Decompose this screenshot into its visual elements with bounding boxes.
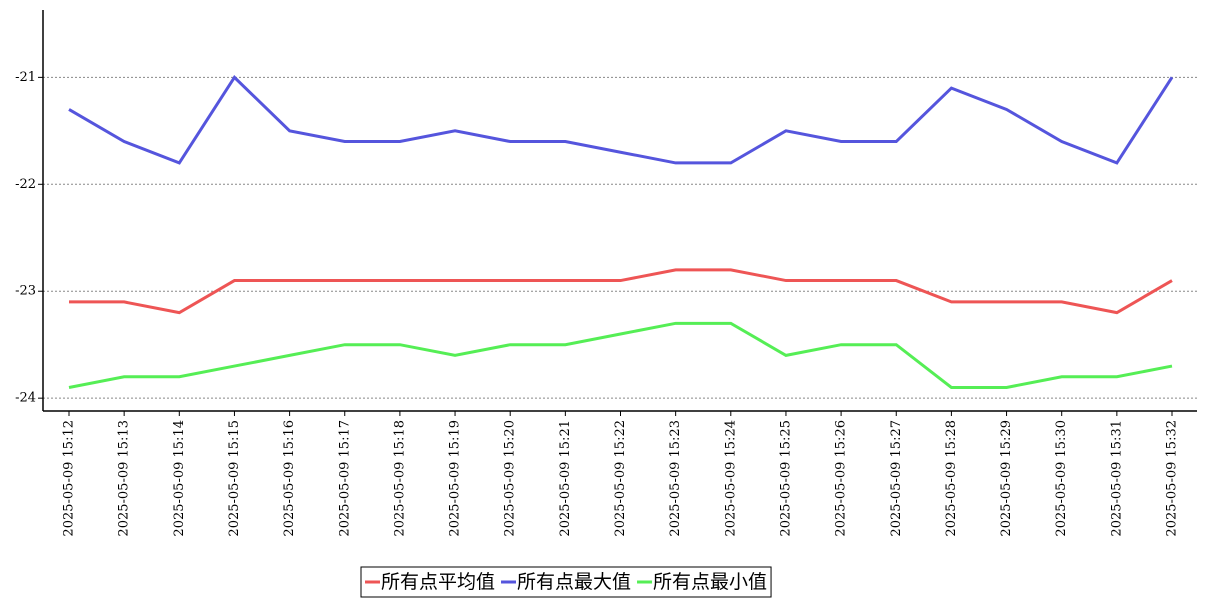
x-tick-label: 2025-05-09 15:17 <box>337 420 352 537</box>
legend-box <box>360 566 772 598</box>
x-tick-label: 2025-05-09 15:13 <box>117 420 132 537</box>
legend-label: 所有点平均值 <box>381 571 495 593</box>
x-tick-label: 2025-05-09 15:14 <box>172 420 187 537</box>
x-tick-label: 2025-05-09 15:19 <box>448 420 463 537</box>
x-tick-label: 2025-05-09 15:26 <box>834 420 849 537</box>
y-tick-label: -24 <box>15 391 36 406</box>
data-line <box>69 268 1173 315</box>
x-tick-label: 2025-05-09 15:24 <box>723 420 738 537</box>
data-line <box>68 75 1174 165</box>
legend-label: 所有点最大值 <box>517 571 631 593</box>
x-tick-label: 2025-05-09 15:22 <box>613 420 628 537</box>
x-tick-label: 2025-05-09 15:20 <box>503 420 518 537</box>
x-tick-label: 2025-05-09 15:31 <box>1109 420 1124 537</box>
x-tick-label: 2025-05-09 15:28 <box>944 420 959 537</box>
legend-label: 所有点最小值 <box>653 571 767 593</box>
x-tick-label: 2025-05-09 15:12 <box>62 420 77 537</box>
x-tick-label: 2025-05-09 15:21 <box>558 420 573 537</box>
x-tick-label: 2025-05-09 15:25 <box>778 420 793 537</box>
legend: 所有点平均值 所有点最大值 所有点最小值 <box>360 566 772 598</box>
x-tick-label: 2025-05-09 15:27 <box>889 420 904 537</box>
x-tick-label: 2025-05-09 15:23 <box>668 420 683 537</box>
y-tick-label: -23 <box>15 284 36 299</box>
y-tick-label: -22 <box>15 177 36 192</box>
x-tick-label: 2025-05-09 15:16 <box>282 420 297 537</box>
x-tick-label: 2025-05-09 15:18 <box>392 420 407 537</box>
x-tick-label: 2025-05-09 15:32 <box>1165 420 1180 537</box>
x-tick-label: 2025-05-09 15:30 <box>1054 420 1069 537</box>
x-tick-label: 2025-05-09 15:29 <box>999 420 1014 537</box>
data-line <box>68 321 1173 389</box>
y-tick-label: -21 <box>15 70 36 85</box>
x-tick-label: 2025-05-09 15:15 <box>227 420 242 537</box>
